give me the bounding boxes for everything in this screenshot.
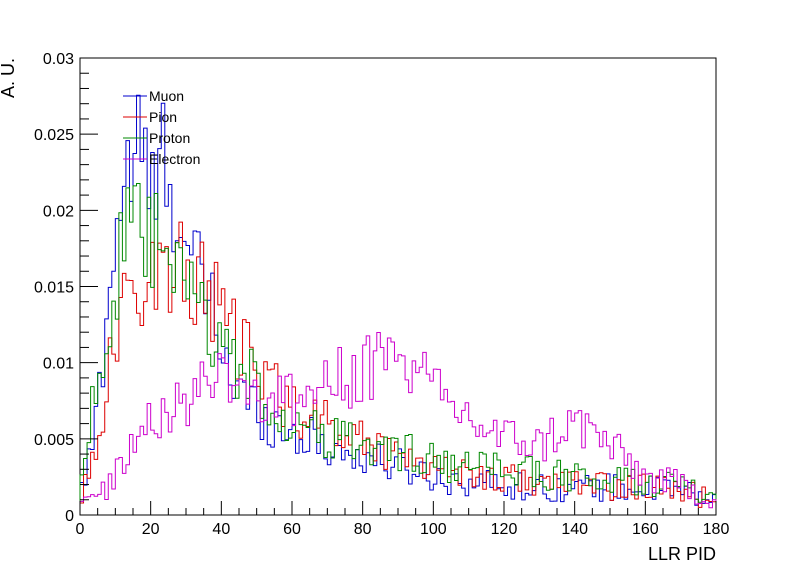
x-tick-label: 40	[212, 521, 230, 538]
x-tick-label: 60	[283, 521, 301, 538]
x-tick-label: 120	[491, 521, 518, 538]
y-tick-label: 0	[65, 508, 74, 525]
x-tick-label: 180	[703, 521, 730, 538]
x-tick-label: 20	[142, 521, 160, 538]
y-tick-label: 0.02	[43, 203, 74, 220]
legend-label-pion: Pion	[149, 109, 177, 125]
x-tick-label: 140	[561, 521, 588, 538]
x-tick-label: 160	[632, 521, 659, 538]
x-tick-label: 80	[354, 521, 372, 538]
x-tick-label: 0	[76, 521, 85, 538]
y-tick-label: 0.03	[43, 51, 74, 68]
x-tick-label: 100	[420, 521, 447, 538]
y-tick-label: 0.005	[34, 432, 74, 449]
y-tick-label: 0.01	[43, 356, 74, 373]
legend-label-electron: Electron	[149, 151, 200, 167]
y-tick-label: 0.025	[34, 127, 74, 144]
x-axis-label: LLR PID	[648, 544, 716, 564]
y-axis-label: A. U.	[0, 58, 18, 98]
y-tick-label: 0.015	[34, 280, 74, 297]
legend-label-proton: Proton	[149, 130, 190, 146]
series-electron-histogram	[79, 331, 717, 515]
series-proton-histogram	[79, 182, 717, 515]
legend-label-muon: Muon	[149, 88, 184, 104]
